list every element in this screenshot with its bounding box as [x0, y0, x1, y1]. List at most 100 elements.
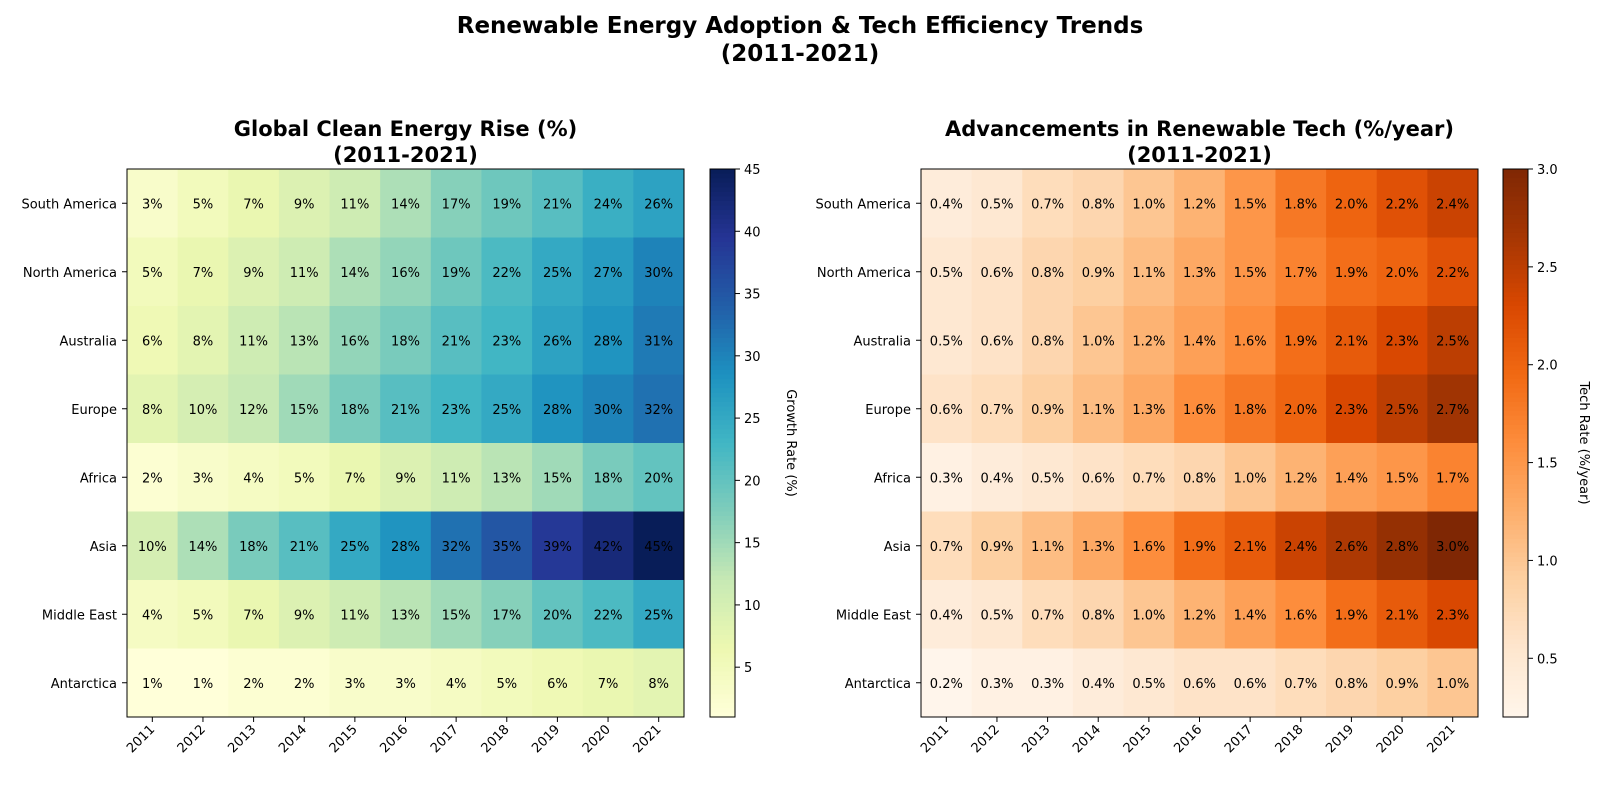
- heatmap-cell: [329, 580, 381, 649]
- cell-value-label: 22%: [492, 266, 521, 281]
- colorbar-strip: [1503, 219, 1528, 225]
- cell-value-label: 2.1%: [1234, 540, 1267, 555]
- cell-value-label: 2.0%: [1284, 403, 1317, 418]
- heatmap-cell: [380, 237, 432, 307]
- heatmap-cell: [633, 169, 685, 238]
- y-tick-label: Antarctica: [51, 677, 117, 692]
- colorbar-strip: [1503, 502, 1528, 508]
- colorbar-strip: [710, 543, 735, 549]
- cell-value-label: 7%: [193, 266, 214, 281]
- x-tick-label: 2016: [1171, 722, 1205, 756]
- cell-value-label: 2%: [243, 677, 264, 692]
- colorbar-strip: [1503, 643, 1528, 650]
- colorbar-strip: [710, 438, 735, 444]
- colorbar-strip: [710, 570, 735, 577]
- cell-value-label: 1.0%: [1436, 677, 1469, 692]
- heatmap-cell: [1022, 648, 1074, 718]
- heatmap-cell: [329, 374, 381, 444]
- heatmap-cell: [1376, 306, 1428, 375]
- heatmap-cell: [1275, 306, 1327, 375]
- colorbar-strip: [710, 187, 735, 193]
- colorbar-strip: [710, 525, 735, 531]
- cell-value-label: 45%: [644, 540, 673, 555]
- colorbar-strip: [710, 319, 735, 325]
- cell-value-label: 20%: [543, 608, 572, 623]
- colorbar-strip: [1503, 611, 1528, 618]
- colorbar-strip: [710, 447, 735, 453]
- cell-value-label: 1.4%: [1183, 334, 1216, 349]
- cell-value-label: 2.6%: [1335, 540, 1368, 555]
- cell-value-label: 0.7%: [980, 403, 1013, 418]
- cell-value-label: 0.4%: [980, 471, 1013, 486]
- colorbar-strip: [710, 621, 735, 627]
- colorbar-strip: [1503, 319, 1528, 325]
- heatmap-panel-2: Advancements in Renewable Tech (%/year)(…: [815, 117, 1591, 756]
- cell-value-label: 1.8%: [1284, 197, 1317, 212]
- heatmap-cell: [228, 169, 280, 238]
- heatmap-cell: [582, 374, 634, 444]
- heatmap-cell: [582, 511, 634, 581]
- colorbar-strip: [1503, 374, 1528, 380]
- colorbar-strip: [710, 634, 735, 640]
- colorbar-strip: [1503, 607, 1528, 613]
- heatmap-cell: [921, 511, 973, 581]
- heatmap-cell: [127, 237, 179, 307]
- cell-value-label: 0.6%: [930, 403, 963, 418]
- cell-value-label: 0.5%: [1132, 677, 1165, 692]
- cell-value-label: 0.5%: [1031, 471, 1064, 486]
- heatmap-cell: [1326, 511, 1378, 581]
- heatmap-cell: [971, 374, 1023, 444]
- cell-value-label: 11%: [340, 197, 369, 212]
- heatmap-cell: [481, 374, 533, 444]
- heatmap-cell: [481, 511, 533, 581]
- colorbar-strip: [710, 520, 735, 526]
- colorbar-strip: [1503, 223, 1528, 229]
- colorbar-strip: [1503, 347, 1528, 353]
- heatmap-cell: [127, 374, 179, 444]
- cell-value-label: 20%: [644, 471, 673, 486]
- colorbar-strip: [710, 552, 735, 558]
- colorbar-strip: [1503, 657, 1528, 663]
- cell-value-label: 0.8%: [1082, 197, 1115, 212]
- y-tick-label: Africa: [874, 471, 911, 486]
- cell-value-label: 10%: [189, 403, 218, 418]
- x-tick-label: 2012: [175, 722, 209, 756]
- cell-value-label: 30%: [644, 266, 673, 281]
- heatmap-cell: [1174, 648, 1226, 718]
- heatmap-cell: [329, 511, 381, 581]
- cell-value-label: 25%: [340, 540, 369, 555]
- heatmap-cell: [1174, 374, 1226, 444]
- colorbar-tick-label: 3.0: [1537, 163, 1558, 178]
- heatmap-cell: [582, 443, 634, 512]
- heatmap-cell: [1072, 443, 1124, 512]
- colorbar-strip: [710, 575, 735, 581]
- x-tick-label: 2017: [1222, 722, 1256, 756]
- cell-value-label: 28%: [391, 540, 420, 555]
- colorbar-strip: [710, 274, 735, 280]
- heatmap-cell: [1072, 648, 1124, 718]
- colorbar-strip: [710, 333, 735, 339]
- colorbar-strip: [1503, 675, 1528, 682]
- cell-value-label: 0.7%: [930, 540, 963, 555]
- heatmap-cell: [430, 374, 482, 444]
- heatmap-cell: [1022, 443, 1074, 512]
- colorbar-strip: [710, 506, 735, 513]
- heatmap-cell: [1427, 306, 1479, 375]
- colorbar-strip: [710, 264, 735, 271]
- colorbar-strip: [1503, 173, 1528, 179]
- colorbar-strip: [1503, 506, 1528, 513]
- colorbar-strip: [710, 488, 735, 494]
- heatmap-cell: [1224, 648, 1276, 718]
- colorbar-strip: [710, 342, 735, 348]
- colorbar-strip: [710, 497, 735, 503]
- cell-value-label: 0.7%: [1284, 677, 1317, 692]
- heatmap-cell: [380, 374, 432, 444]
- x-tick-label: 2014: [1070, 722, 1104, 756]
- colorbar-strip: [1503, 342, 1528, 348]
- colorbar-strip: [710, 232, 735, 239]
- colorbar-strip: [1503, 246, 1528, 252]
- colorbar-strip: [710, 648, 735, 654]
- colorbar-strip: [1503, 694, 1528, 700]
- x-tick-label: 2018: [479, 722, 513, 756]
- colorbar-strip: [1503, 703, 1528, 709]
